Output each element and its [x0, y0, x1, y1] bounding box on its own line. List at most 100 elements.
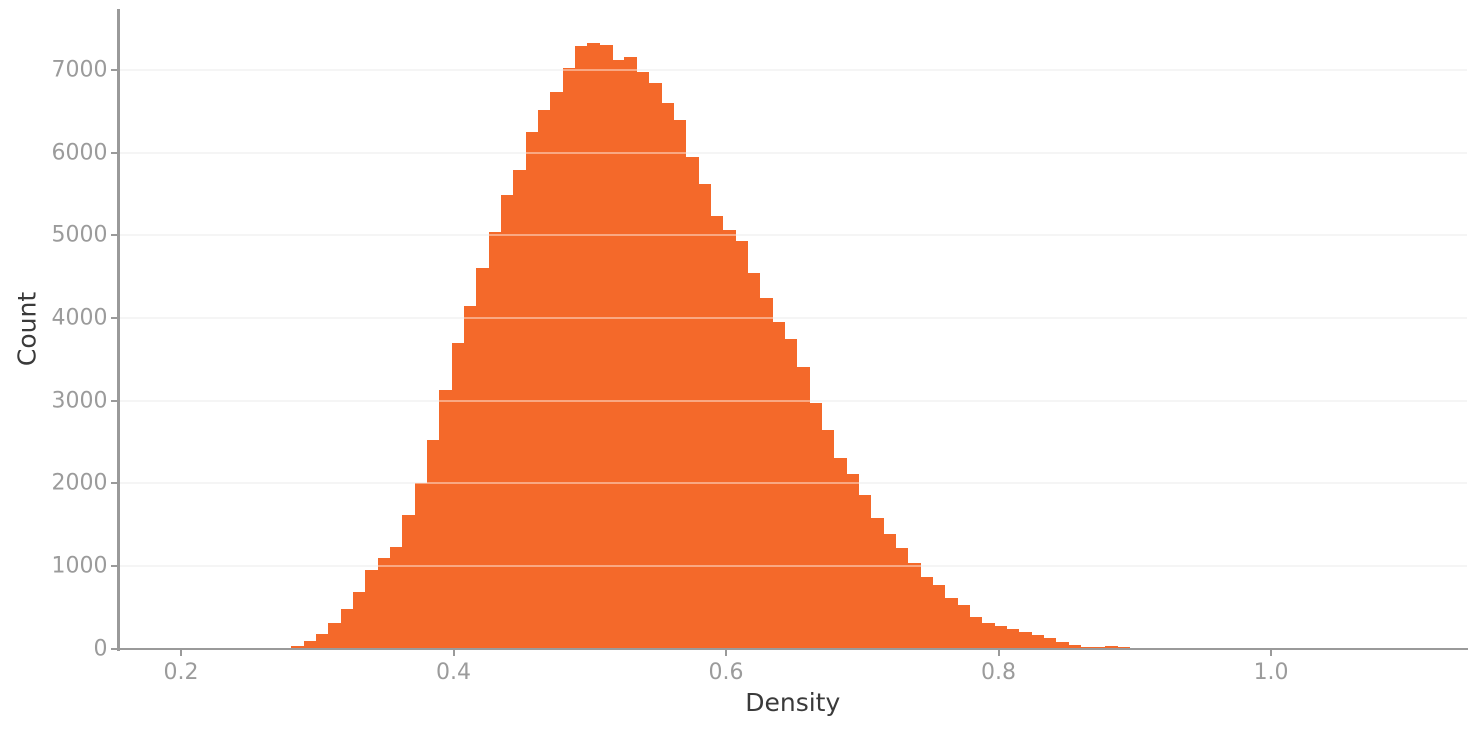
histogram-bar [587, 43, 601, 649]
y-tick-mark [111, 647, 117, 650]
histogram-bar [907, 562, 921, 649]
histogram-bar [427, 440, 440, 649]
histogram-bar [870, 517, 884, 649]
x-tick-label: 0.6 [708, 659, 744, 685]
histogram-bar [365, 569, 379, 649]
histogram-bar [883, 533, 897, 649]
histogram-bar [303, 641, 317, 649]
y-tick-mark [111, 151, 117, 154]
histogram-bar [920, 576, 934, 649]
histogram-bar [340, 608, 354, 649]
histogram-bar [439, 389, 453, 649]
histogram-bar [353, 592, 366, 649]
histogram-bar [796, 366, 810, 649]
x-tick-mark [725, 650, 728, 656]
histogram-bar [981, 622, 995, 649]
histogram-bar [1031, 635, 1045, 649]
y-tick-label: 7000 [51, 57, 108, 83]
histogram-bar [759, 297, 773, 649]
histogram-bar [1043, 637, 1057, 649]
y-tick-label: 2000 [51, 470, 108, 496]
histogram-bar [1018, 632, 1032, 649]
histogram-bar [649, 83, 662, 649]
y-tick-label: 1000 [51, 553, 108, 579]
y-tick-label: 5000 [51, 222, 108, 248]
histogram-bar [525, 131, 539, 649]
histogram-bar [624, 57, 638, 649]
histogram-bar [833, 457, 847, 649]
y-tick-label: 4000 [51, 305, 108, 331]
histogram-bar [599, 45, 613, 649]
histogram-bar [550, 92, 564, 649]
gridline-overlay [118, 68, 1467, 71]
x-tick-label: 0.8 [981, 659, 1017, 685]
x-tick-label: 0.2 [163, 659, 199, 685]
histogram-bar [538, 110, 551, 649]
histogram-bar [661, 102, 675, 649]
gridline-overlay [118, 151, 1467, 154]
histogram-bar [957, 604, 971, 649]
histogram-bar [784, 338, 798, 649]
histogram-bar [291, 646, 305, 649]
histogram-bar [858, 494, 872, 649]
histogram-bar [575, 45, 588, 649]
histogram-bar [846, 474, 860, 649]
y-tick-label: 0 [93, 636, 108, 661]
histogram-bar [451, 342, 465, 649]
histogram-bar [747, 273, 761, 649]
y-tick-mark [111, 234, 117, 237]
histogram-bar [772, 321, 786, 649]
gridline [118, 68, 1467, 71]
histogram-bar [735, 240, 749, 649]
histogram-bar [328, 622, 342, 649]
histogram-bar [414, 483, 428, 649]
x-axis-label: Density [745, 688, 841, 717]
y-tick-mark [111, 399, 117, 402]
x-tick-label: 1.0 [1253, 659, 1289, 685]
gridline [118, 316, 1467, 319]
gridline [118, 234, 1467, 237]
histogram-bar [513, 169, 527, 649]
histogram-bar [562, 68, 576, 649]
histogram-bar [895, 548, 909, 649]
histogram-bar [476, 268, 490, 649]
gridline-overlay [118, 234, 1467, 237]
histogram-bar [488, 231, 502, 649]
histogram-bar [636, 72, 650, 649]
histogram-bar [809, 402, 823, 649]
histogram-bar [710, 216, 724, 649]
histogram-bar [464, 306, 477, 649]
x-tick-label: 0.4 [436, 659, 472, 685]
y-tick-mark [111, 482, 117, 485]
x-tick-mark [180, 650, 183, 656]
histogram-bar [1006, 628, 1020, 649]
y-tick-mark [111, 316, 117, 319]
gridline-overlay [118, 316, 1467, 319]
gridline [118, 151, 1467, 154]
histogram-bar [673, 120, 687, 649]
histogram-bar [944, 598, 958, 649]
histogram-bar [685, 156, 699, 649]
x-tick-mark [452, 650, 455, 656]
y-tick-label: 6000 [51, 140, 108, 165]
histogram-bar [1105, 646, 1119, 649]
x-axis-line [117, 647, 1468, 650]
histogram-bar [390, 546, 403, 649]
y-tick-label: 3000 [51, 388, 108, 413]
y-axis-line [117, 9, 120, 651]
histogram-bar [1055, 641, 1069, 649]
histogram-bar [994, 626, 1008, 649]
histogram-bar [377, 558, 391, 649]
histogram-bar [501, 195, 514, 649]
histogram-bar [698, 183, 712, 649]
histogram-bar [821, 430, 835, 649]
histogram-bar [722, 230, 736, 649]
y-tick-mark [111, 564, 117, 567]
x-tick-mark [1270, 650, 1273, 656]
histogram-bar [932, 584, 946, 649]
y-tick-mark [111, 68, 117, 71]
histogram-bar [969, 617, 983, 649]
histogram-bar [402, 514, 416, 649]
